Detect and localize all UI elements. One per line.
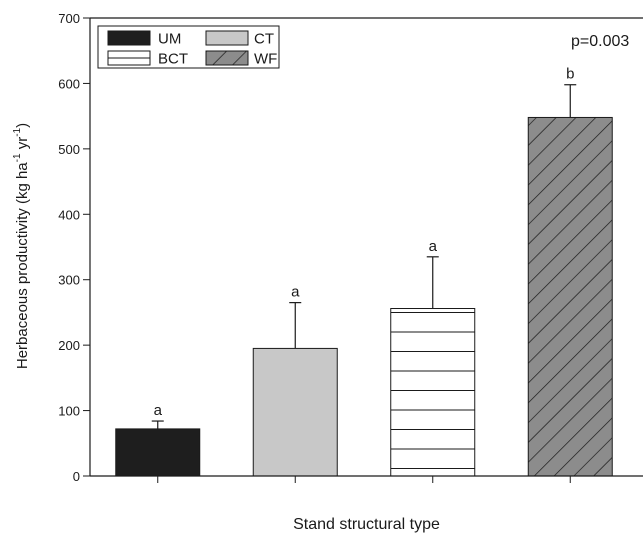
y-tick-label-600: 600 [58, 76, 80, 91]
significance-letter-ct: a [291, 284, 300, 301]
legend: UM CT BCT WF [97, 25, 280, 69]
legend-swatch-wf [205, 50, 249, 66]
y-tick-label-100: 100 [58, 404, 80, 419]
legend-label-ct: CT [254, 31, 274, 48]
significance-letter-bct: a [429, 238, 438, 255]
y-tick-label-300: 300 [58, 273, 80, 288]
y-tick-label-200: 200 [58, 338, 80, 353]
legend-swatch-ct [205, 30, 249, 46]
bar-um [115, 428, 201, 477]
significance-letters-layer: a a a b [154, 66, 575, 419]
y-tick-label-400: 400 [58, 207, 80, 222]
x-ticks-layer [157, 476, 571, 483]
bar-wf [527, 116, 613, 477]
error-bars-layer [151, 84, 577, 429]
y-tick-label-0: 0 [73, 469, 80, 484]
y-tick-label-500: 500 [58, 142, 80, 157]
x-axis-label: Stand structural type [293, 516, 440, 533]
legend-label-um: UM [158, 31, 181, 48]
significance-letter-wf: b [566, 66, 574, 83]
y-axis-label: Herbaceous productivity (kg ha-1 yr-1) [12, 123, 31, 369]
y-ticks-layer: 0 100 200 300 400 500 600 700 [58, 11, 90, 484]
significance-letter-um: a [154, 402, 163, 419]
legend-swatch-um [107, 30, 151, 46]
legend-label-wf: WF [254, 51, 277, 68]
bar-ct [252, 347, 338, 477]
bar-bct [390, 308, 476, 477]
y-tick-label-700: 700 [58, 11, 80, 26]
bars-layer [115, 116, 613, 477]
p-value-annotation: p=0.003 [571, 33, 629, 50]
legend-label-bct: BCT [158, 51, 188, 68]
